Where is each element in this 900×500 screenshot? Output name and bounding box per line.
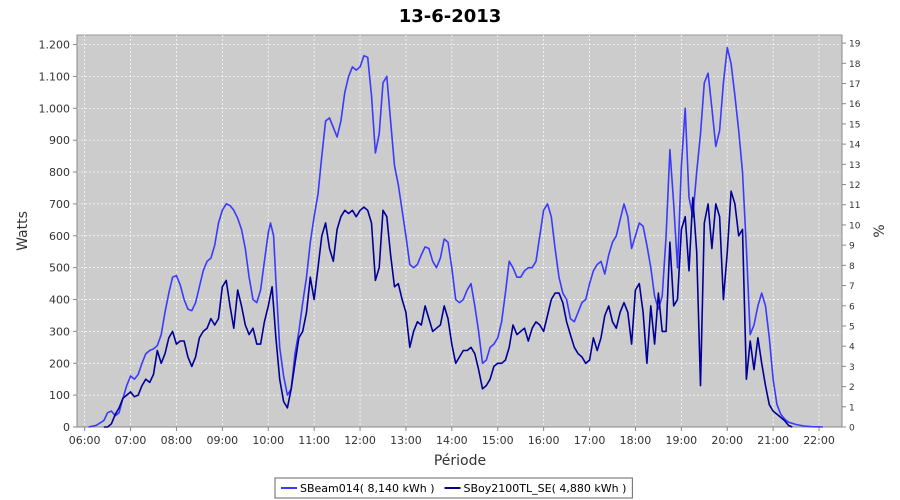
x-tick-label: 20:00: [711, 434, 743, 447]
y2-tick-label: 5: [849, 322, 855, 332]
y2-axis-title: %: [872, 224, 888, 237]
x-axis: 06:00 07:00 08:00 09:00 10:00 11:00 12:00 13:00…: [69, 426, 842, 447]
x-tick-label: 06:00: [69, 434, 101, 447]
series-layer: [88, 46, 823, 428]
y-tick-label: 700: [49, 198, 70, 211]
x-tick-label: 13:00: [390, 434, 422, 447]
y2-tick-label: 12: [849, 181, 860, 191]
x-tick-label: 19:00: [665, 434, 697, 447]
y2-tick-label: 7: [849, 282, 855, 292]
legend-label-2: SBoy2100TL_SE( 4,880 kWh ): [464, 482, 627, 495]
series-line-2: [103, 190, 793, 428]
y-axis-title: Watts: [15, 211, 31, 251]
y-tick-label: 600: [49, 230, 70, 243]
series-line-1: [88, 46, 823, 428]
x-tick-label: 22:00: [803, 434, 835, 447]
y2-tick-label: 13: [849, 161, 860, 171]
y-tick-label: 400: [49, 294, 70, 307]
y-tick-label: 100: [49, 389, 70, 402]
y2-tick-label: 8: [849, 262, 855, 272]
y-tick-label: 500: [49, 262, 70, 275]
y2-tick-label: 14: [849, 141, 861, 151]
plot-area: [76, 34, 843, 428]
y2-tick-label: 2: [849, 383, 855, 393]
y2-tick-label: 10: [849, 221, 861, 231]
x-tick-label: 11:00: [298, 434, 330, 447]
legend: SBeam014( 8,140 kWh ) SBoy2100TL_SE( 4,88…: [274, 477, 633, 499]
x-tick-label: 15:00: [482, 434, 514, 447]
y-axis-left: 0 100 200 300 400 500 600 700 800 900 1.000 1.100 1.…: [39, 35, 78, 434]
chart-title: 13-6-2013: [399, 6, 502, 27]
y-tick-label: 1.200: [39, 39, 71, 52]
y2-tick-label: 3: [849, 363, 855, 373]
y2-tick-label: 9: [849, 242, 855, 252]
x-tick-label: 10:00: [252, 434, 284, 447]
y-tick-label: 200: [49, 357, 70, 370]
x-tick-label: 14:00: [436, 434, 468, 447]
y2-tick-label: 17: [849, 80, 860, 90]
x-tick-label: 21:00: [757, 434, 789, 447]
y-tick-label: 0: [63, 421, 70, 434]
y2-tick-label: 11: [849, 201, 860, 211]
y-tick-label: 1.100: [39, 70, 71, 83]
x-tick-label: 07:00: [115, 434, 147, 447]
x-tick-label: 12:00: [344, 434, 376, 447]
x-axis-title: Période: [434, 453, 486, 469]
y-tick-label: 1.000: [39, 102, 71, 115]
x-tick-label: 18:00: [620, 434, 652, 447]
y-tick-label: 900: [49, 134, 70, 147]
y2-tick-label: 15: [849, 120, 860, 130]
legend-label-1: SBeam014( 8,140 kWh ): [300, 482, 435, 495]
y2-tick-label: 0: [849, 424, 855, 434]
y2-tick-label: 19: [849, 40, 861, 50]
y2-tick-label: 16: [849, 100, 861, 110]
x-tick-label: 08:00: [161, 434, 193, 447]
y2-tick-label: 18: [849, 60, 861, 70]
x-tick-label: 16:00: [528, 434, 560, 447]
y2-tick-label: 4: [849, 343, 855, 353]
y-tick-label: 300: [49, 325, 70, 338]
x-tick-label: 09:00: [206, 434, 238, 447]
y2-tick-label: 6: [849, 302, 855, 312]
y-tick-label: 800: [49, 166, 70, 179]
y2-tick-label: 1: [849, 403, 855, 413]
x-tick-label: 17:00: [574, 434, 606, 447]
